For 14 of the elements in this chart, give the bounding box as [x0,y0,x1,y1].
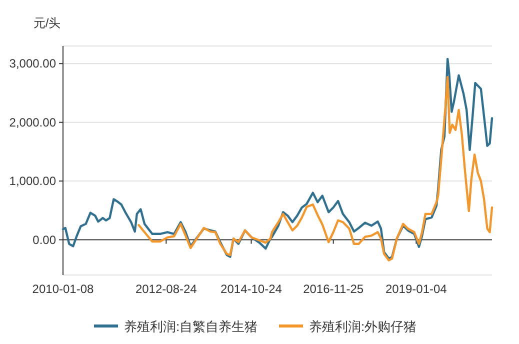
x-tick-label: 2016-11-25 [303,282,364,296]
x-tick-label: 2014-10-24 [220,282,282,296]
y-tick-label: 1,000.00 [9,174,56,188]
line-series [138,76,494,262]
x-tick-label: 2010-01-08 [32,282,94,296]
y-tick-label: 2,000.00 [9,115,56,130]
y-tick-label: 3,000.00 [9,56,56,71]
x-tick-label: 2012-08-24 [135,282,198,296]
legend-label: 养殖利润:自繁自养生猪 [124,319,258,334]
x-tick-label: 2019-01-04 [385,282,448,296]
y-tick-label: 0.00 [32,232,56,247]
legend-label: 养殖利润:外购仔猪 [309,319,417,334]
line-series [62,58,494,260]
y-axis-title: 元/头 [33,16,61,30]
